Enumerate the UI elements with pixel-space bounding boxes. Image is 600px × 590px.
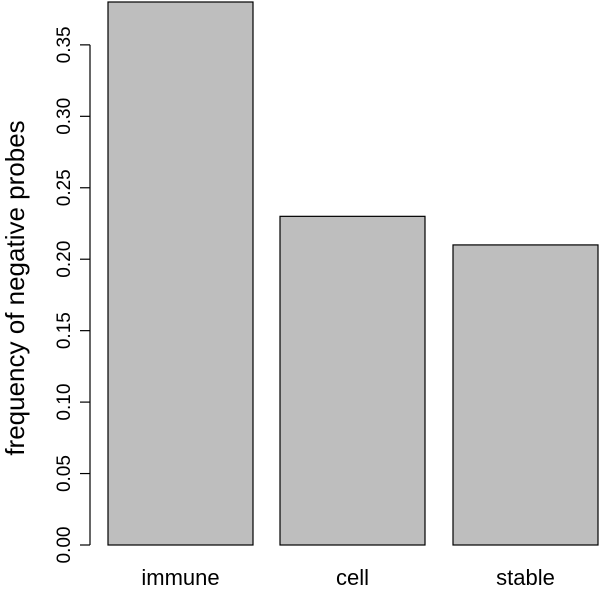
y-tick-label: 0.10	[54, 384, 75, 421]
y-tick-label: 0.30	[54, 98, 75, 135]
category-label-stable: stable	[496, 565, 555, 590]
y-tick-label: 0.00	[54, 527, 75, 564]
y-tick-label: 0.20	[54, 241, 75, 278]
bar-immune	[107, 1, 254, 546]
bar-stable	[452, 244, 599, 546]
bars	[107, 1, 599, 546]
category-label-immune: immune	[141, 565, 219, 590]
y-tick-label: 0.35	[54, 26, 75, 63]
y-tick-label: 0.15	[54, 312, 75, 349]
category-labels: immune cell stable	[141, 565, 554, 590]
y-tick-label: 0.25	[54, 169, 75, 206]
category-label-cell: cell	[336, 565, 369, 590]
y-axis-title: frequency of negative probes	[0, 120, 30, 455]
y-tick-label: 0.05	[54, 455, 75, 492]
bar-cell	[279, 215, 426, 546]
y-axis: 0.00 0.05 0.10 0.15 0.20 0.25 0.30 0.35	[54, 26, 91, 564]
